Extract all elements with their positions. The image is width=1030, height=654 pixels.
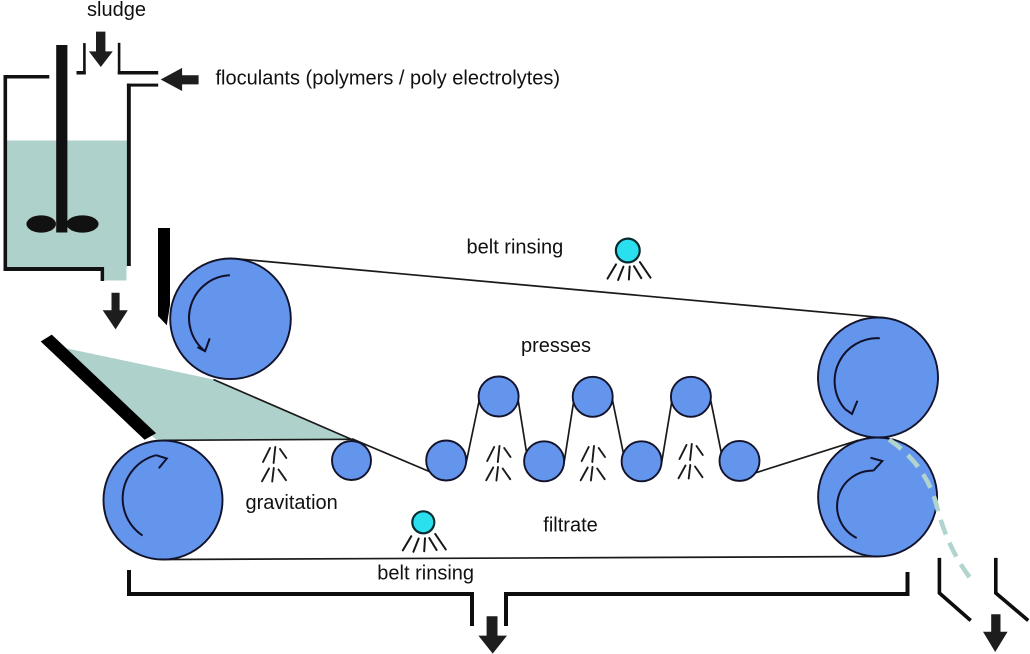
svg-text:floculants (polymers / poly el: floculants (polymers / poly electrolytes…: [216, 68, 561, 90]
svg-text:gravitation: gravitation: [246, 492, 338, 514]
svg-text:filtrate: filtrate: [543, 515, 597, 537]
svg-text:belt rinsing: belt rinsing: [377, 563, 474, 585]
svg-text:presses: presses: [521, 335, 591, 357]
svg-text:sludge: sludge: [87, 0, 146, 21]
svg-text:belt rinsing: belt rinsing: [467, 237, 564, 259]
